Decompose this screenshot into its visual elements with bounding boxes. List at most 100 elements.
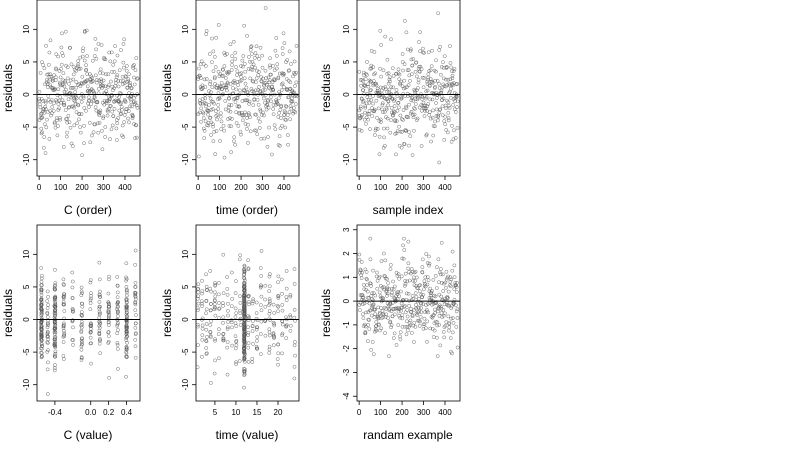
data-point — [133, 136, 137, 141]
data-point — [382, 135, 386, 140]
data-point — [82, 106, 87, 110]
data-point — [369, 284, 373, 288]
data-point — [103, 84, 108, 89]
data-point — [387, 287, 391, 292]
data-point — [283, 117, 288, 122]
data-point — [375, 115, 379, 120]
data-point — [61, 145, 66, 149]
data-point — [385, 287, 390, 291]
data-point — [374, 126, 378, 131]
data-point — [383, 34, 388, 39]
data-point — [116, 314, 120, 318]
data-point — [410, 331, 414, 335]
data-point — [362, 73, 366, 77]
data-point — [198, 73, 202, 78]
data-point — [404, 291, 409, 296]
data-point — [397, 276, 402, 281]
data-point — [437, 160, 442, 165]
data-point — [255, 346, 260, 351]
data-point — [248, 47, 253, 52]
x-axis-ticks: 0 100 200 300 400 — [357, 401, 452, 417]
data-point — [419, 301, 424, 306]
data-point — [373, 324, 378, 329]
data-point — [208, 115, 213, 120]
data-point — [40, 354, 44, 358]
data-point — [57, 82, 62, 87]
data-point — [400, 316, 405, 321]
data-point — [79, 312, 84, 317]
data-point — [226, 308, 230, 313]
data-point — [42, 135, 47, 139]
data-point — [414, 93, 419, 98]
data-point — [204, 307, 209, 312]
data-point — [395, 108, 400, 113]
data-point — [202, 77, 207, 82]
data-point — [206, 112, 210, 117]
data-point — [392, 312, 397, 317]
data-point — [108, 104, 113, 108]
data-point — [196, 294, 201, 299]
data-point — [65, 76, 70, 81]
data-point — [437, 110, 442, 115]
data-point — [39, 131, 44, 136]
data-point — [265, 98, 270, 102]
data-point — [89, 294, 93, 298]
data-point — [102, 99, 107, 103]
data-point — [97, 294, 102, 299]
data-point — [229, 270, 234, 275]
data-point — [364, 310, 368, 315]
data-point — [400, 129, 404, 134]
data-point — [454, 303, 458, 308]
data-point — [252, 128, 257, 133]
data-point — [396, 290, 401, 294]
data-point — [46, 62, 51, 67]
data-point — [115, 305, 120, 309]
data-point — [364, 115, 369, 120]
data-point — [381, 285, 386, 289]
data-point — [229, 320, 234, 325]
data-point — [383, 96, 388, 101]
data-point — [246, 359, 251, 364]
data-point — [242, 297, 246, 301]
x-tick-label: 400 — [277, 183, 291, 192]
data-point — [408, 323, 413, 328]
data-point — [46, 323, 50, 328]
data-point — [95, 100, 100, 105]
data-point — [367, 109, 372, 113]
data-point — [375, 270, 379, 275]
data-point — [201, 126, 206, 131]
data-point — [259, 303, 263, 307]
data-point — [210, 107, 215, 111]
data-point — [225, 88, 229, 93]
data-point — [80, 336, 84, 341]
data-point — [446, 314, 451, 319]
data-point — [42, 110, 47, 115]
data-point — [242, 308, 246, 313]
data-point — [221, 315, 226, 320]
data-point — [62, 283, 66, 287]
data-point — [200, 83, 205, 88]
data-point — [131, 64, 135, 69]
data-point — [88, 298, 93, 303]
data-point — [379, 88, 384, 93]
data-point — [421, 322, 426, 327]
data-point — [52, 326, 57, 331]
data-point — [116, 304, 120, 309]
data-point — [242, 356, 247, 361]
data-point — [393, 119, 398, 124]
data-point — [290, 99, 295, 104]
data-point — [263, 100, 267, 105]
y-tick-label: 10 — [181, 24, 190, 33]
data-point — [455, 99, 460, 104]
data-point — [115, 283, 120, 288]
data-point — [53, 287, 57, 292]
data-point — [363, 77, 368, 81]
data-point — [358, 115, 363, 120]
data-point — [110, 123, 115, 128]
data-point — [242, 337, 246, 341]
x-axis-ticks: 5 10 15 20 — [213, 401, 283, 417]
data-point — [276, 274, 281, 279]
data-point — [441, 60, 445, 64]
data-point — [214, 109, 218, 114]
data-point — [271, 103, 276, 107]
